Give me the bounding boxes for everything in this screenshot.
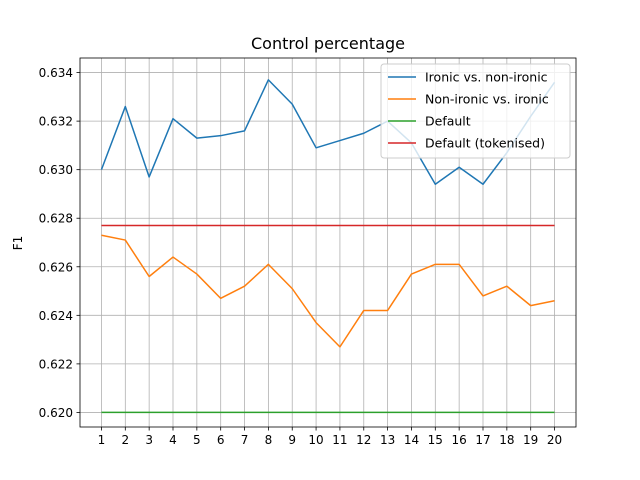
series-lines: [100, 79, 556, 414]
axis-ticks: 1 2 3 4 5 6 7 8 9 10 11 12 13 14 15 16 17 18 19 200.6200.62…: [39, 66, 563, 447]
x-tick-label: 14: [404, 433, 419, 447]
y-tick-label: 0.634: [39, 66, 73, 80]
y-tick-label: 0.620: [39, 406, 73, 420]
y-tick-label: 0.632: [39, 115, 73, 129]
x-tick-label: 4: [169, 433, 177, 447]
legend-label: Default: [425, 114, 471, 129]
y-tick-label: 0.624: [39, 309, 73, 323]
x-tick-label: 16: [452, 433, 467, 447]
x-tick-label: 17: [475, 433, 490, 447]
x-tick-label: 15: [428, 433, 443, 447]
chart-title: Control percentage: [251, 34, 405, 53]
x-tick-label: 19: [523, 433, 538, 447]
series-line: [101, 234, 555, 348]
y-tick-label: 0.628: [39, 212, 73, 226]
legend-label: Ironic vs. non-ironic: [425, 70, 548, 85]
legend-box: [380, 63, 571, 159]
y-tick-label: 0.626: [39, 260, 73, 274]
x-tick-label: 13: [380, 433, 395, 447]
x-tick-label: 5: [193, 433, 201, 447]
y-axis-label: F1: [11, 236, 25, 251]
series-line: [100, 79, 556, 185]
x-tick-label: 18: [499, 433, 514, 447]
x-tick-label: 12: [356, 433, 371, 447]
x-tick-label: 10: [308, 433, 323, 447]
x-tick-label: 1: [98, 433, 106, 447]
x-tick-label: 20: [547, 433, 562, 447]
x-tick-label: 2: [121, 433, 129, 447]
x-tick-label: 8: [265, 433, 273, 447]
y-tick-label: 0.622: [39, 357, 73, 371]
x-tick-label: 7: [241, 433, 249, 447]
x-tick-label: 9: [288, 433, 296, 447]
legend: Ironic vs. non-ironic Non-ironic vs. iron…: [380, 63, 571, 159]
plot-frame: [79, 57, 577, 428]
legend-label: Non-ironic vs. ironic: [425, 92, 549, 107]
legend-label: Default (tokenised): [425, 136, 545, 151]
x-tick-label: 11: [332, 433, 347, 447]
x-tick-label: 6: [217, 433, 225, 447]
y-tick-label: 0.630: [39, 163, 73, 177]
x-tick-label: 3: [145, 433, 153, 447]
